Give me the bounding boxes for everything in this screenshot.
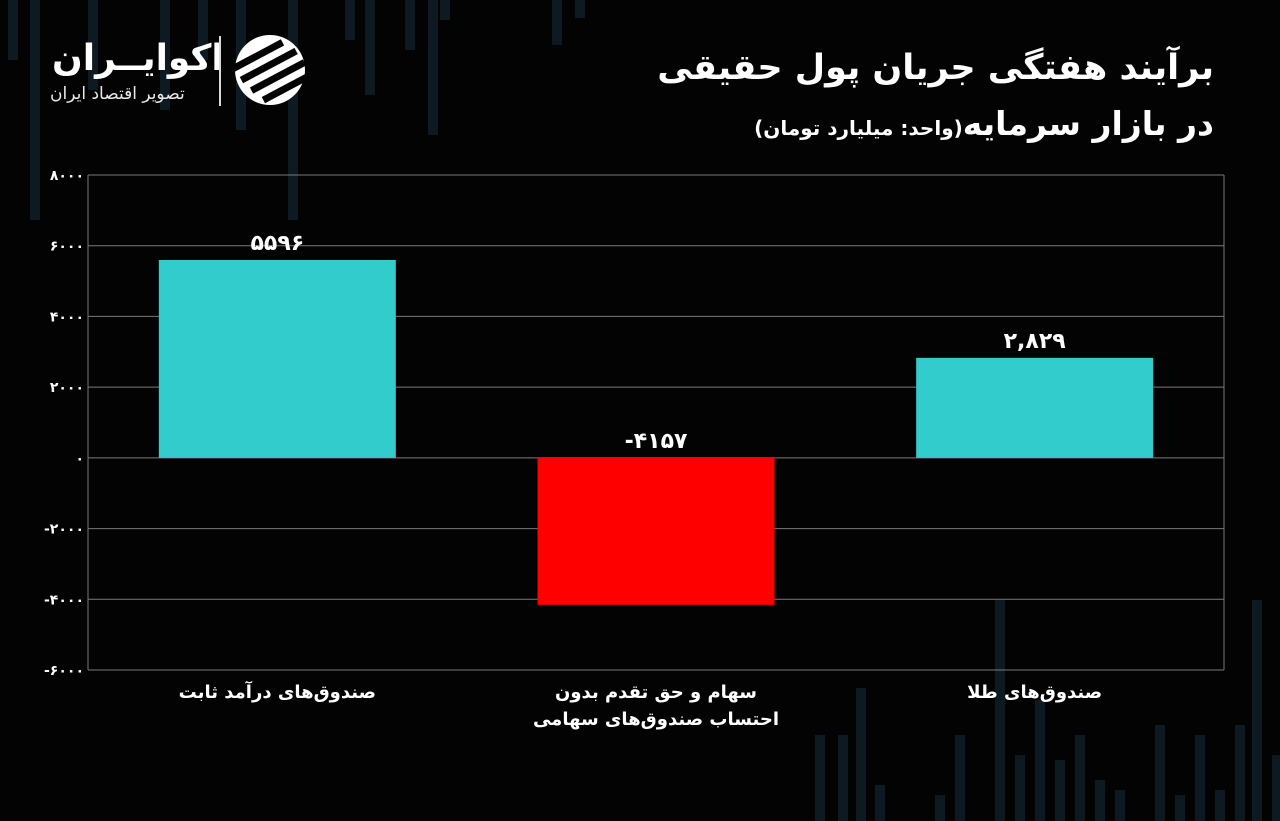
y-tick-label: ۶۰۰۰ [50,239,84,255]
background-candle [815,735,825,821]
background-candle [365,0,375,95]
background-candle [1075,735,1085,821]
background-candle [1055,760,1065,821]
background-candle [428,0,438,135]
y-axis-ticks: ۸۰۰۰ ۶۰۰۰ ۴۰۰۰ ۲۰۰۰ ۰ -۲۰۰۰ -۴۰۰۰ -۶۰۰۰ [44,168,84,679]
chart-subtitle: (واحد: میلیارد تومان) [754,116,963,140]
bar [158,259,396,458]
background-candle [955,735,965,821]
bar [537,457,775,605]
bars [158,259,1154,605]
category-label: صندوق‌های درآمد ثابت [97,679,457,706]
background-candle [552,0,562,45]
data-label: ۲,۸۲۹ [1004,329,1066,354]
background-candle [1175,795,1185,821]
background-candle [405,0,415,50]
background-candle [30,0,40,220]
y-tick-label: -۲۰۰۰ [44,522,84,538]
background-candle [88,0,98,90]
background-candle [1035,700,1045,821]
background-candle [1015,755,1025,821]
background-candle [1095,780,1105,821]
background-candle [1195,735,1205,821]
y-tick-label: -۴۰۰۰ [44,592,84,608]
background-candle [345,0,355,40]
background-candle [575,0,585,18]
y-tick-label: ۰ [75,451,84,467]
background-candle [875,785,885,821]
background-candle [995,600,1005,821]
background-candle [838,735,848,821]
background-candle [1115,790,1125,821]
category-label-line: صندوق‌های درآمد ثابت [178,682,376,703]
background-candle [1252,600,1262,821]
data-labels: ۵۵۹۶ -۴۱۵۷ ۲,۸۲۹ [250,231,1065,454]
chart-title-line2: در بازار سرمایه(واحد: میلیارد تومان) [754,104,1214,143]
data-label: ۵۵۹۶ [250,231,304,256]
logo-mark-icon [232,35,308,105]
data-label: -۴۱۵۷ [625,429,688,454]
y-tick-label: ۸۰۰۰ [50,168,84,184]
background-candle [160,0,170,110]
background-candle [8,0,18,60]
background-candle [1272,755,1280,821]
bar [916,357,1154,458]
logo-divider [219,36,221,106]
logo-brand-name: اکوایــران [52,38,224,79]
chart-title: برآیند هفتگی جریان پول حقیقی [657,48,1214,88]
background-candle [440,0,450,20]
background-candle [288,0,298,220]
background-candle [935,795,945,821]
background-candle [1235,725,1245,821]
category-label-line: صندوق‌های طلا [967,682,1103,703]
background-candle [198,0,208,60]
y-tick-label: -۶۰۰۰ [44,663,84,679]
category-label-line: احتساب صندوق‌های سهامی [532,709,780,730]
background-candle [856,688,866,821]
logo-tagline: تصویر اقتصاد ایران [50,84,185,104]
background-candle [1155,725,1165,821]
background-candle [1215,790,1225,821]
category-label-line: سهام و حق تقدم بدون [555,682,757,703]
y-tick-label: ۲۰۰۰ [50,380,84,396]
y-tick-label: ۴۰۰۰ [50,309,84,325]
title-line2-text: در بازار سرمایه [962,104,1214,143]
category-label: سهام و حق تقدم بدون احتساب صندوق‌های سهام… [476,679,836,733]
category-label: صندوق‌های طلا [855,679,1215,706]
